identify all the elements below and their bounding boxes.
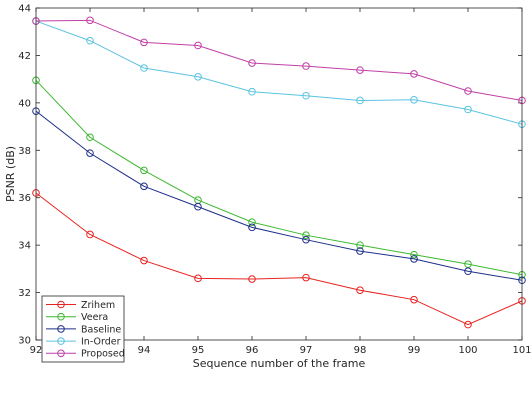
data-point-zrihem [410, 295, 418, 304]
series-line-in-order [35, 20, 523, 125]
legend-marker-veera [57, 312, 65, 321]
data-point-in-order [356, 96, 364, 105]
y-tick-label: 30 [18, 336, 31, 347]
series-line-baseline [35, 110, 523, 281]
series-line-zrihem [35, 192, 523, 326]
series-layer [32, 16, 526, 329]
y-tick-label: 38 [18, 146, 31, 157]
x-tick-label: 94 [138, 345, 151, 356]
data-point-baseline [248, 223, 256, 232]
data-point-proposed [248, 59, 256, 67]
axis-ticks: 92939495969798991001013032343638404244 [18, 4, 531, 357]
data-point-baseline [464, 267, 472, 276]
data-point-veera [356, 241, 364, 249]
y-axis-label: PSNR (dB) [4, 146, 17, 202]
data-point-zrihem [140, 256, 148, 265]
data-point-in-order [410, 95, 418, 104]
x-axis-label: Sequence number of the frame [193, 357, 366, 370]
y-tick-label: 36 [18, 193, 31, 204]
x-tick-label: 92 [30, 345, 43, 356]
legend-label-proposed: Proposed [81, 349, 125, 360]
legend-marker-proposed [57, 349, 65, 358]
y-tick-label: 42 [18, 51, 31, 62]
data-point-zrihem [302, 273, 310, 282]
legend-entry-veera: Veera [46, 312, 108, 323]
series-line-veera [35, 79, 523, 276]
data-point-proposed [140, 38, 148, 47]
data-point-proposed [464, 87, 472, 95]
data-point-in-order [248, 87, 256, 96]
data-point-proposed [410, 70, 418, 78]
data-point-baseline [302, 235, 310, 244]
data-point-proposed [356, 66, 364, 74]
data-point-in-order [86, 36, 94, 45]
x-tick-label: 98 [354, 345, 367, 356]
y-tick-label: 44 [18, 4, 31, 15]
x-tick-label: 96 [246, 345, 259, 356]
data-point-veera [86, 133, 94, 142]
data-point-veera [302, 231, 310, 239]
data-point-in-order [302, 91, 310, 100]
data-point-proposed [86, 16, 94, 25]
y-tick-label: 34 [18, 241, 31, 252]
legend-label-veera: Veera [81, 312, 108, 323]
legend-entry-baseline: Baseline [46, 324, 121, 335]
legend-marker-zrihem [57, 300, 65, 309]
data-point-zrihem [464, 320, 472, 329]
x-tick-label: 97 [300, 345, 313, 356]
legend-marker-baseline [57, 325, 65, 333]
series-line-proposed [35, 19, 523, 101]
x-tick-label: 99 [408, 345, 421, 356]
legend-label-in-order: In-Order [81, 337, 121, 348]
data-point-zrihem [356, 286, 364, 295]
x-tick-label: 95 [192, 345, 205, 356]
data-point-veera [410, 250, 418, 259]
data-point-proposed [194, 41, 202, 50]
data-point-baseline [140, 182, 148, 191]
data-point-zrihem [86, 230, 94, 239]
data-point-veera [248, 218, 256, 226]
x-tick-label: 101 [512, 345, 531, 356]
data-point-in-order [140, 64, 148, 72]
data-point-zrihem [194, 274, 202, 283]
data-point-baseline [86, 149, 94, 157]
data-point-in-order [194, 72, 202, 81]
data-point-veera [464, 260, 472, 268]
data-point-in-order [464, 105, 472, 114]
legend-label-zrihem: Zrihem [81, 300, 115, 311]
data-point-proposed [302, 62, 310, 70]
data-point-baseline [194, 202, 202, 211]
x-tick-label: 100 [458, 345, 477, 356]
y-tick-label: 32 [18, 288, 31, 299]
legend-label-baseline: Baseline [81, 324, 121, 335]
legend-entry-in-order: In-Order [46, 337, 121, 348]
legend-entry-proposed: Proposed [46, 349, 125, 360]
data-point-veera [140, 166, 148, 175]
data-point-baseline [410, 255, 418, 263]
series-in-order [32, 17, 526, 128]
legend-marker-in-order [57, 337, 65, 345]
plot-area-frame [35, 7, 523, 341]
data-point-zrihem [248, 275, 256, 283]
y-tick-label: 40 [18, 98, 31, 109]
legend-entry-zrihem: Zrihem [46, 300, 115, 311]
data-point-baseline [356, 247, 364, 255]
